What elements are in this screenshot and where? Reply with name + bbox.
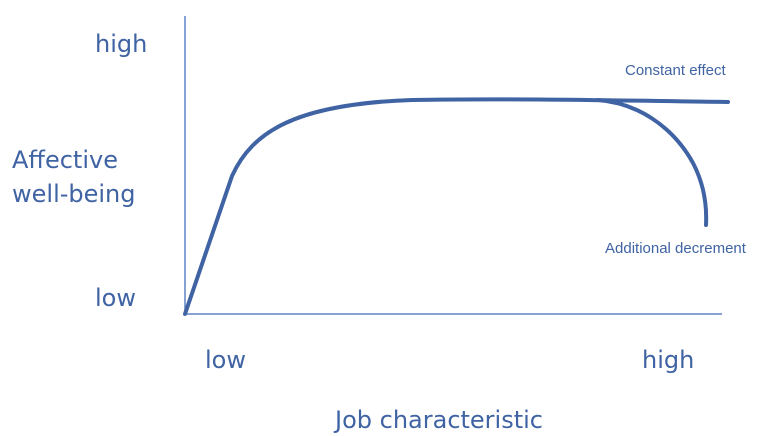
additional-decrement-curve xyxy=(596,98,709,227)
x-axis-low-label: low xyxy=(205,346,246,374)
constant-effect-curve xyxy=(183,97,730,316)
constant-effect-label: Constant effect xyxy=(625,62,726,79)
y-axis-low-label: low xyxy=(95,284,136,312)
x-axis-high-label: high xyxy=(642,346,695,374)
y-axis-high-label: high xyxy=(95,30,148,58)
additional-decrement-label: Additional decrement xyxy=(605,240,746,257)
y-axis-title-line-2: well-being xyxy=(12,180,136,208)
y-axis-title: Affective well-being xyxy=(12,143,162,211)
x-axis-title: Job characteristic xyxy=(335,406,543,434)
y-axis-title-line-1: Affective xyxy=(12,146,118,174)
